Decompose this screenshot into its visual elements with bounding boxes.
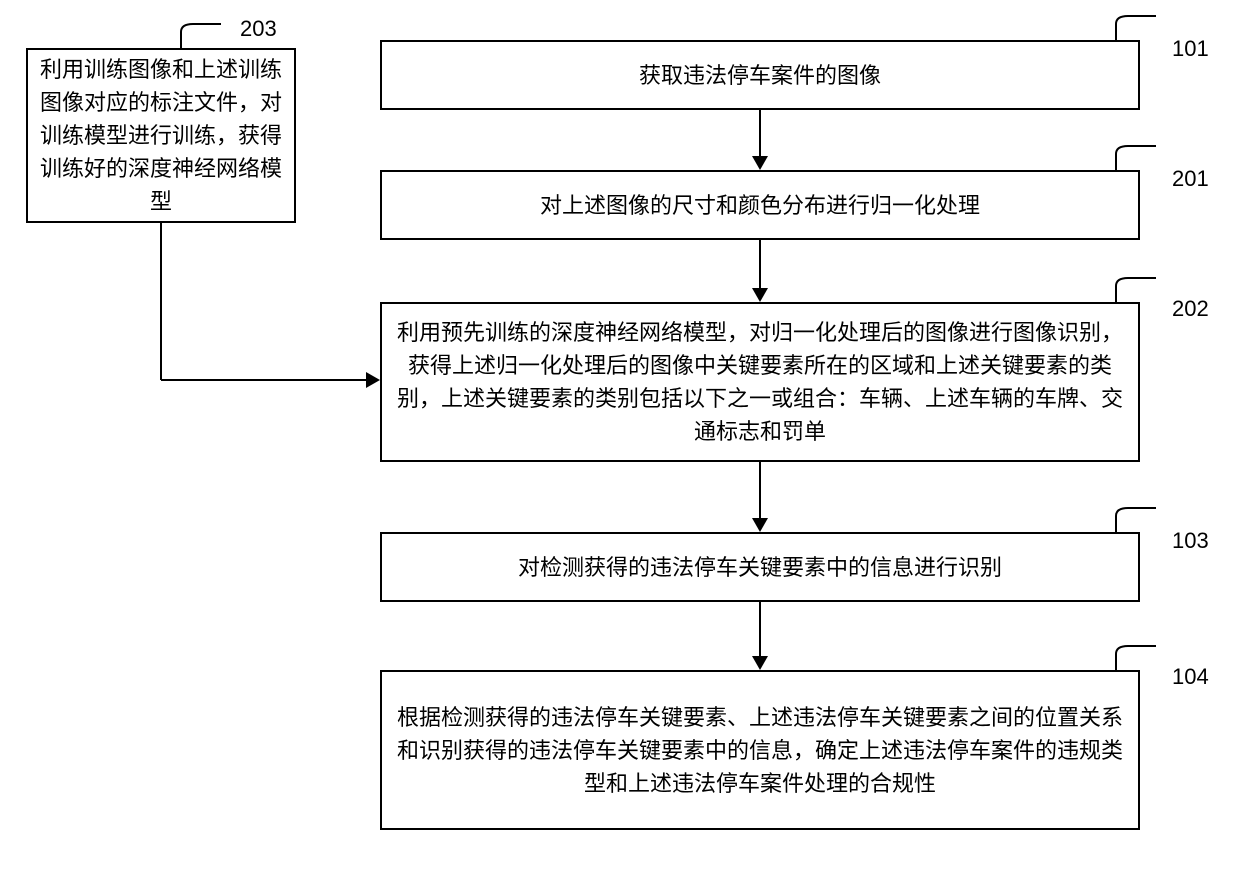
callout-hook (1110, 642, 1156, 670)
callout-label: 202 (1172, 296, 1209, 322)
arrow-head-icon (752, 518, 768, 532)
callout-hook (175, 20, 221, 48)
arrow-head-icon (752, 288, 768, 302)
callout-label: 203 (240, 16, 277, 42)
arrow-line (161, 379, 366, 381)
arrow-line (759, 462, 761, 518)
callout-hook (1110, 274, 1156, 302)
callout-label: 101 (1172, 36, 1209, 62)
callout-hook (1110, 504, 1156, 532)
flowchart-node: 利用预先训练的深度神经网络模型，对归一化处理后的图像进行图像识别，获得上述归一化… (380, 302, 1140, 462)
arrow-line (759, 240, 761, 288)
arrow-head-icon (366, 372, 380, 388)
flowchart-canvas: 获取违法停车案件的图像 101 对上述图像的尺寸和颜色分布进行归一化处理 201 利用训… (0, 0, 1240, 871)
flowchart-node: 对上述图像的尺寸和颜色分布进行归一化处理 (380, 170, 1140, 240)
flowchart-node: 根据检测获得的违法停车关键要素、上述违法停车关键要素之间的位置关系和识别获得的违… (380, 670, 1140, 830)
arrow-line (759, 602, 761, 656)
callout-label: 201 (1172, 166, 1209, 192)
callout-label: 104 (1172, 664, 1209, 690)
arrow-head-icon (752, 156, 768, 170)
flowchart-node: 对检测获得的违法停车关键要素中的信息进行识别 (380, 532, 1140, 602)
arrow-line (160, 223, 162, 380)
arrow-head-icon (752, 656, 768, 670)
flowchart-node: 利用训练图像和上述训练图像对应的标注文件，对训练模型进行训练，获得训练好的深度神… (26, 48, 296, 223)
arrow-line (759, 110, 761, 156)
callout-label: 103 (1172, 528, 1209, 554)
callout-hook (1110, 142, 1156, 170)
flowchart-node: 获取违法停车案件的图像 (380, 40, 1140, 110)
callout-hook (1110, 12, 1156, 40)
